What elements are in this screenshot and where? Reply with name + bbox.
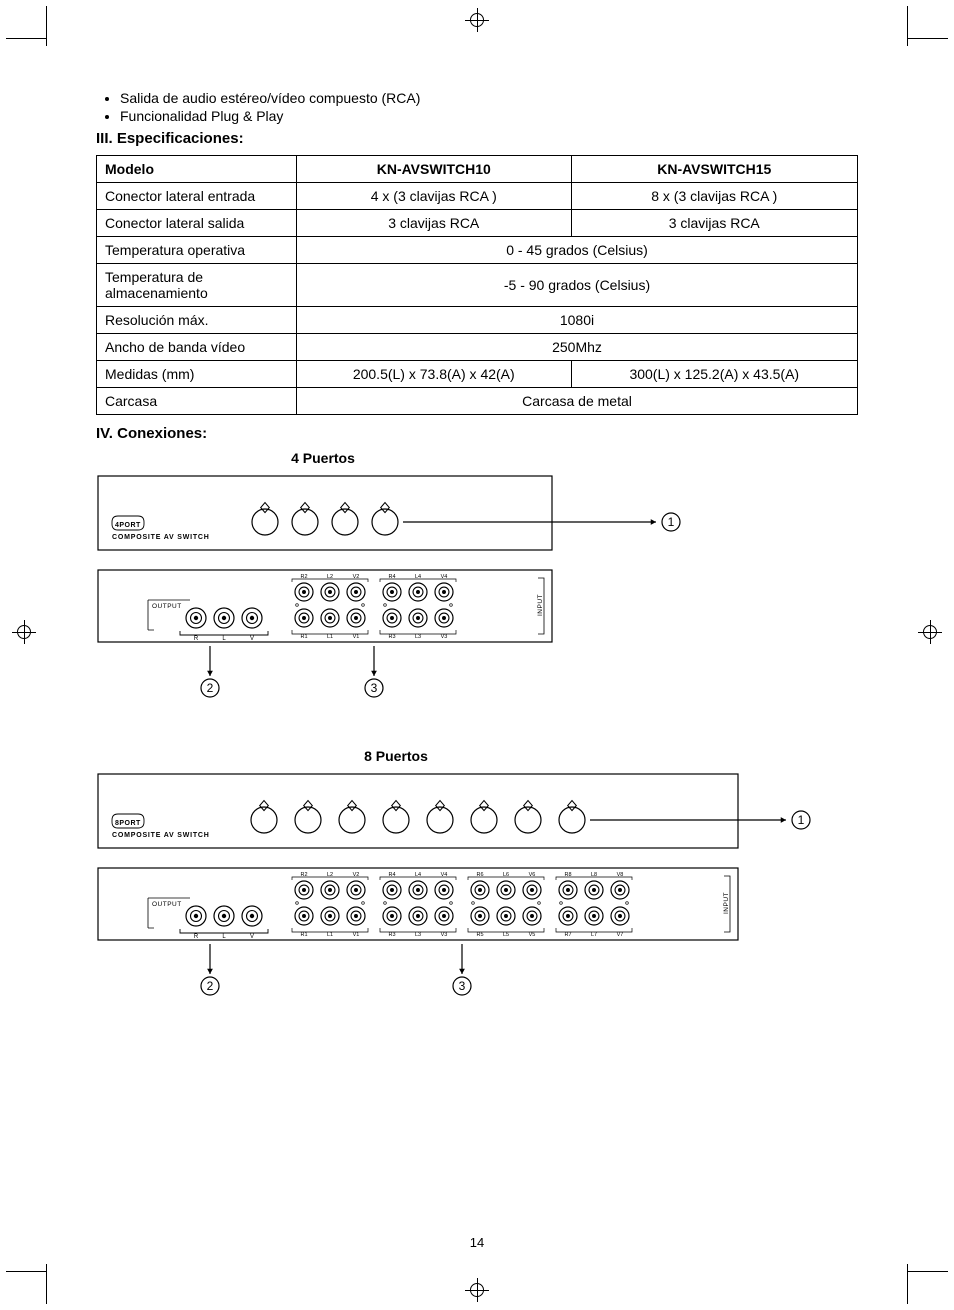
- section-heading-conn: IV. Conexiones:: [96, 425, 858, 442]
- svg-text:3: 3: [371, 681, 378, 695]
- svg-text:V7: V7: [617, 932, 624, 938]
- th-modelo: Modelo: [97, 156, 297, 183]
- row-label: Ancho de banda vídeo: [97, 334, 297, 361]
- bullet-item: Funcionalidad Plug & Play: [120, 108, 858, 124]
- svg-text:OUTPUT: OUTPUT: [152, 901, 182, 908]
- row-label: Medidas (mm): [97, 361, 297, 388]
- svg-text:L3: L3: [415, 634, 421, 640]
- svg-text:2: 2: [207, 979, 214, 993]
- svg-text:V5: V5: [529, 932, 536, 938]
- svg-text:1: 1: [668, 515, 675, 529]
- cell-merged: -5 - 90 grados (Celsius): [297, 264, 858, 307]
- diagram-title-4: 4 Puertos: [96, 450, 550, 466]
- diagram-8: 8PORTCOMPOSITE AV SWITCH1OUTPUTRLVR2L2V2…: [96, 768, 858, 1048]
- svg-text:8PORT: 8PORT: [115, 820, 141, 827]
- svg-text:R5: R5: [476, 932, 483, 938]
- svg-text:V3: V3: [441, 932, 448, 938]
- svg-text:L: L: [222, 636, 226, 642]
- cell: 200.5(L) x 73.8(A) x 42(A): [297, 361, 572, 388]
- cell: 4 x (3 clavijas RCA ): [297, 183, 572, 210]
- svg-text:L7: L7: [591, 932, 597, 938]
- svg-text:COMPOSITE AV SWITCH: COMPOSITE AV SWITCH: [112, 832, 210, 839]
- svg-text:1: 1: [798, 813, 805, 827]
- svg-text:R1: R1: [300, 634, 307, 640]
- svg-text:OUTPUT: OUTPUT: [152, 603, 182, 610]
- svg-text:V3: V3: [441, 634, 448, 640]
- diagram-title-8: 8 Puertos: [96, 748, 696, 764]
- svg-text:R1: R1: [300, 932, 307, 938]
- svg-text:L1: L1: [327, 932, 333, 938]
- row-label: Resolución máx.: [97, 307, 297, 334]
- spec-table: Modelo KN-AVSWITCH10 KN-AVSWITCH15 Conec…: [96, 155, 858, 415]
- diagram-4: 4PORTCOMPOSITE AV SWITCH1OUTPUTRLVR2L2V2…: [96, 470, 858, 740]
- svg-text:L1: L1: [327, 634, 333, 640]
- cell-merged: Carcasa de metal: [297, 388, 858, 415]
- cell-merged: 250Mhz: [297, 334, 858, 361]
- svg-text:V: V: [250, 934, 254, 940]
- cell-merged: 1080i: [297, 307, 858, 334]
- row-label: Conector lateral entrada: [97, 183, 297, 210]
- th-col2: KN-AVSWITCH15: [571, 156, 857, 183]
- feature-bullets: Salida de audio estéreo/vídeo compuesto …: [120, 90, 858, 124]
- cell: 3 clavijas RCA: [297, 210, 572, 237]
- cell-merged: 0 - 45 grados (Celsius): [297, 237, 858, 264]
- svg-text:L: L: [222, 934, 226, 940]
- svg-text:L5: L5: [503, 932, 509, 938]
- page-number: 14: [0, 1235, 954, 1250]
- svg-text:R3: R3: [388, 932, 395, 938]
- th-col1: KN-AVSWITCH10: [297, 156, 572, 183]
- svg-text:INPUT: INPUT: [537, 594, 544, 616]
- row-label: Carcasa: [97, 388, 297, 415]
- row-label: Temperatura operativa: [97, 237, 297, 264]
- svg-text:L3: L3: [415, 932, 421, 938]
- section-heading-spec: III. Especificaciones:: [96, 130, 858, 147]
- cell: 8 x (3 clavijas RCA ): [571, 183, 857, 210]
- svg-text:4PORT: 4PORT: [115, 522, 141, 529]
- svg-text:R3: R3: [388, 634, 395, 640]
- cell: 300(L) x 125.2(A) x 43.5(A): [571, 361, 857, 388]
- svg-text:COMPOSITE AV SWITCH: COMPOSITE AV SWITCH: [112, 534, 210, 541]
- svg-text:V: V: [250, 636, 254, 642]
- svg-text:3: 3: [459, 979, 466, 993]
- cell: 3 clavijas RCA: [571, 210, 857, 237]
- svg-text:2: 2: [207, 681, 214, 695]
- row-label: Conector lateral salida: [97, 210, 297, 237]
- bullet-item: Salida de audio estéreo/vídeo compuesto …: [120, 90, 858, 106]
- svg-text:R7: R7: [564, 932, 571, 938]
- svg-text:R: R: [194, 636, 199, 642]
- row-label: Temperatura de almacenamiento: [97, 264, 297, 307]
- svg-text:R: R: [194, 934, 199, 940]
- svg-text:INPUT: INPUT: [723, 892, 730, 914]
- svg-text:V1: V1: [353, 932, 360, 938]
- svg-text:V1: V1: [353, 634, 360, 640]
